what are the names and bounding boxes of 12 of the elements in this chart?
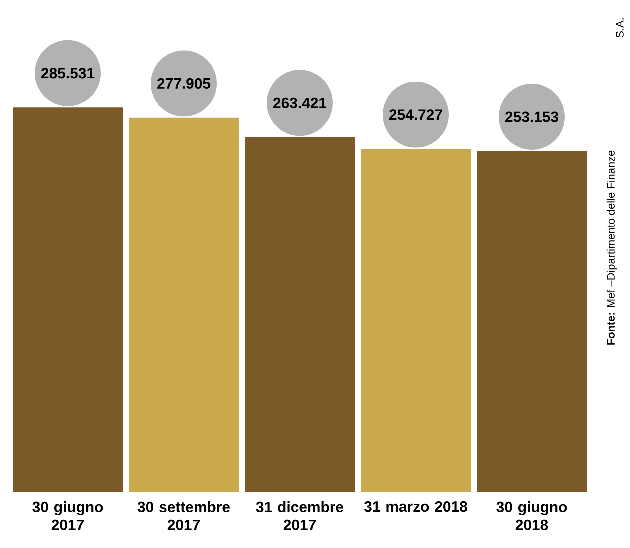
data-label: 253.153 (506, 112, 558, 122)
x-tick-label: 30 giugno 2017 (32, 502, 104, 530)
x-tick-label: 31 dicembre 2017 (256, 502, 344, 530)
x-tick-label: 30 settembre 2017 (138, 502, 230, 530)
data-label: 285.531 (42, 68, 95, 79)
data-label: 263.421 (274, 98, 327, 108)
data-label: 254.727 (390, 110, 442, 120)
x-tick-label: 30 giugno 2018 (496, 502, 568, 530)
data-label: 277.905 (158, 78, 211, 89)
text: Fonte: Mef –Dipartimento delle Finanze (606, 150, 618, 345)
x-tick-label: 31 marzo 2018 (364, 502, 468, 512)
text: S.A. (616, 18, 624, 38)
